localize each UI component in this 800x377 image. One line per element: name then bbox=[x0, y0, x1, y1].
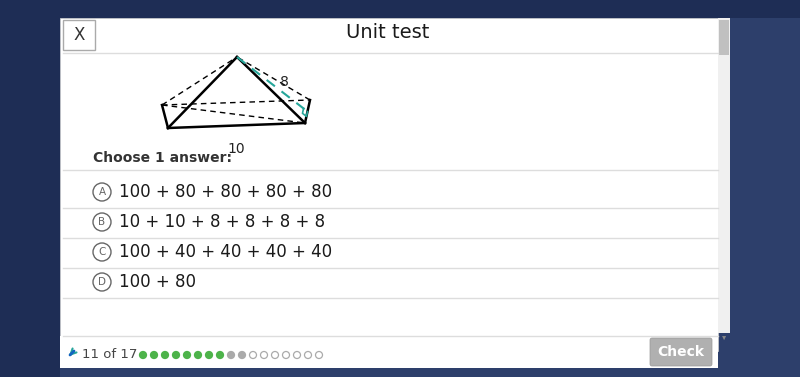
Text: 10 + 10 + 8 + 8 + 8 + 8: 10 + 10 + 8 + 8 + 8 + 8 bbox=[119, 213, 325, 231]
Text: Unit test: Unit test bbox=[346, 23, 430, 41]
FancyBboxPatch shape bbox=[650, 338, 712, 366]
Circle shape bbox=[93, 243, 111, 261]
Text: 10: 10 bbox=[228, 142, 246, 156]
Circle shape bbox=[183, 351, 190, 359]
FancyBboxPatch shape bbox=[60, 336, 718, 368]
Circle shape bbox=[217, 351, 223, 359]
Circle shape bbox=[315, 351, 322, 359]
Circle shape bbox=[150, 351, 158, 359]
Circle shape bbox=[206, 351, 213, 359]
Text: 100 + 80 + 80 + 80 + 80: 100 + 80 + 80 + 80 + 80 bbox=[119, 183, 332, 201]
FancyBboxPatch shape bbox=[0, 0, 60, 377]
Text: D: D bbox=[98, 277, 106, 287]
Circle shape bbox=[93, 273, 111, 291]
Circle shape bbox=[294, 351, 301, 359]
Text: 8: 8 bbox=[280, 75, 289, 89]
Text: 100 + 80: 100 + 80 bbox=[119, 273, 196, 291]
Circle shape bbox=[271, 351, 278, 359]
Circle shape bbox=[261, 351, 267, 359]
Circle shape bbox=[173, 351, 179, 359]
Text: 11 of 17: 11 of 17 bbox=[82, 348, 138, 362]
Circle shape bbox=[238, 351, 246, 359]
FancyBboxPatch shape bbox=[719, 20, 729, 55]
Text: B: B bbox=[98, 217, 106, 227]
FancyBboxPatch shape bbox=[60, 18, 718, 351]
Circle shape bbox=[139, 351, 146, 359]
Circle shape bbox=[93, 213, 111, 231]
Text: C: C bbox=[98, 247, 106, 257]
Circle shape bbox=[282, 351, 290, 359]
Text: ▸: ▸ bbox=[719, 335, 729, 339]
Text: Check: Check bbox=[658, 345, 705, 359]
Circle shape bbox=[305, 351, 311, 359]
Circle shape bbox=[93, 183, 111, 201]
FancyBboxPatch shape bbox=[63, 20, 95, 50]
Circle shape bbox=[194, 351, 202, 359]
Circle shape bbox=[227, 351, 234, 359]
FancyBboxPatch shape bbox=[718, 18, 730, 333]
FancyBboxPatch shape bbox=[0, 0, 800, 18]
Text: X: X bbox=[74, 26, 85, 44]
Text: Choose 1 answer:: Choose 1 answer: bbox=[93, 151, 232, 165]
Circle shape bbox=[250, 351, 257, 359]
Circle shape bbox=[162, 351, 169, 359]
Text: A: A bbox=[98, 187, 106, 197]
Text: 100 + 40 + 40 + 40 + 40: 100 + 40 + 40 + 40 + 40 bbox=[119, 243, 332, 261]
